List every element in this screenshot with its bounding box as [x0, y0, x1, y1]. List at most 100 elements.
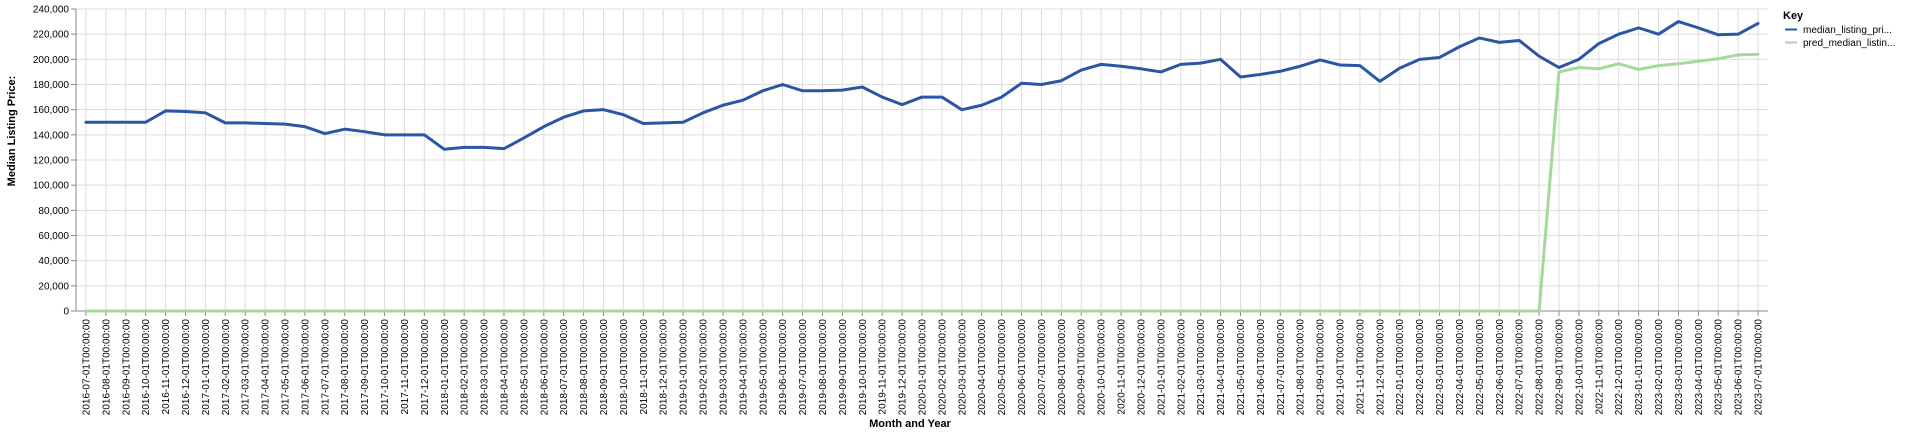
y-tick-label: 160,000 — [33, 105, 70, 116]
y-tick-label: 220,000 — [33, 30, 70, 41]
x-tick-label: 2022-11-01T00:00:00 — [1594, 319, 1605, 415]
x-tick-label: 2019-02-01T00:00:00 — [699, 319, 710, 416]
x-tick-label: 2016-12-01T00:00:00 — [181, 319, 192, 416]
x-tick-label: 2018-07-01T00:00:00 — [559, 319, 570, 416]
x-tick-label: 2019-01-01T00:00:00 — [679, 319, 690, 416]
x-tick-label: 2023-05-01T00:00:00 — [1714, 319, 1725, 416]
x-tick-label: 2020-07-01T00:00:00 — [1037, 319, 1048, 416]
grid-lines — [76, 8, 1768, 312]
x-tick-label: 2021-03-01T00:00:00 — [1196, 319, 1207, 416]
x-tick-label: 2019-07-01T00:00:00 — [798, 319, 809, 416]
x-tick-label: 2020-04-01T00:00:00 — [977, 319, 988, 416]
x-tick-label: 2019-06-01T00:00:00 — [778, 319, 789, 416]
y-tick-label: 100,000 — [33, 181, 70, 192]
x-tick-label: 2018-06-01T00:00:00 — [539, 319, 550, 416]
x-tick-label: 2016-11-01T00:00:00 — [161, 319, 172, 415]
x-tick-label: 2022-12-01T00:00:00 — [1614, 319, 1625, 416]
y-tick-label: 140,000 — [33, 130, 70, 141]
x-tick-label: 2023-04-01T00:00:00 — [1694, 319, 1705, 416]
legend: Key median_listing_pri... pred_median_lis… — [1783, 10, 1895, 49]
x-tick-label: 2021-07-01T00:00:00 — [1276, 319, 1287, 416]
x-tick-label: 2017-02-01T00:00:00 — [221, 319, 232, 416]
x-tick-label: 2019-05-01T00:00:00 — [758, 319, 769, 416]
x-tick-label: 2019-11-01T00:00:00 — [878, 319, 889, 415]
x-tick-label: 2021-02-01T00:00:00 — [1176, 319, 1187, 416]
x-tick-label: 2020-09-01T00:00:00 — [1077, 319, 1088, 416]
x-tick-label: 2023-03-01T00:00:00 — [1674, 319, 1685, 416]
x-tick-label: 2020-02-01T00:00:00 — [937, 319, 948, 416]
y-tick-label: 120,000 — [33, 156, 70, 167]
x-tick-label: 2017-12-01T00:00:00 — [420, 319, 431, 416]
x-tick-label: 2022-02-01T00:00:00 — [1415, 319, 1426, 416]
x-tick-label: 2018-05-01T00:00:00 — [519, 319, 530, 416]
x-tick-label: 2020-08-01T00:00:00 — [1057, 319, 1068, 416]
y-tick-label: 180,000 — [33, 80, 70, 91]
x-tick-label: 2021-10-01T00:00:00 — [1336, 319, 1347, 416]
y-tick-label: 0 — [63, 307, 69, 318]
x-tick-label: 2019-10-01T00:00:00 — [858, 319, 869, 416]
x-tick-label: 2021-05-01T00:00:00 — [1236, 319, 1247, 416]
x-tick-label: 2018-02-01T00:00:00 — [460, 319, 471, 416]
series-line-median-listing-price — [84, 20, 1760, 151]
x-tick-label: 2019-08-01T00:00:00 — [818, 319, 829, 416]
x-tick-label: 2022-06-01T00:00:00 — [1495, 319, 1506, 416]
x-tick-label: 2018-01-01T00:00:00 — [440, 319, 451, 416]
x-tick-label: 2021-01-01T00:00:00 — [1156, 319, 1167, 416]
x-tick-label: 2016-07-01T00:00:00 — [81, 319, 92, 416]
x-tick-label: 2023-06-01T00:00:00 — [1734, 319, 1745, 416]
axes: 0 20,000 40,000 60,000 80,000 100,000 120,000 1… — [33, 5, 1768, 416]
x-tick-label: 2017-11-01T00:00:00 — [400, 319, 411, 415]
x-tick-label: 2017-05-01T00:00:00 — [281, 319, 292, 416]
x-tick-label: 2019-12-01T00:00:00 — [898, 319, 909, 416]
y-tick-label: 20,000 — [38, 281, 69, 292]
x-tick-label: 2021-12-01T00:00:00 — [1375, 319, 1386, 416]
x-tick-label: 2018-03-01T00:00:00 — [480, 319, 491, 416]
x-tick-label: 2022-03-01T00:00:00 — [1435, 319, 1446, 416]
x-tick-label: 2022-05-01T00:00:00 — [1475, 319, 1486, 416]
y-tick-label: 60,000 — [38, 231, 69, 242]
x-tick-label: 2017-09-01T00:00:00 — [360, 319, 371, 416]
x-tick-label: 2017-08-01T00:00:00 — [340, 319, 351, 416]
x-tick-label: 2022-09-01T00:00:00 — [1554, 319, 1565, 416]
x-tick-label: 2018-10-01T00:00:00 — [619, 319, 630, 416]
x-tick-label: 2021-11-01T00:00:00 — [1355, 319, 1366, 415]
y-tick-label: 200,000 — [33, 55, 70, 66]
x-tick-label: 2022-07-01T00:00:00 — [1515, 319, 1526, 416]
x-tick-label: 2017-03-01T00:00:00 — [241, 319, 252, 416]
x-tick-label: 2018-04-01T00:00:00 — [499, 319, 510, 416]
x-tick-label: 2020-10-01T00:00:00 — [1097, 319, 1108, 416]
x-tick-label: 2020-12-01T00:00:00 — [1136, 319, 1147, 416]
x-tick-label: 2018-11-01T00:00:00 — [639, 319, 650, 415]
x-tick-label: 2022-01-01T00:00:00 — [1395, 319, 1406, 416]
x-tick-label: 2016-08-01T00:00:00 — [101, 319, 112, 416]
x-tick-label: 2021-06-01T00:00:00 — [1256, 319, 1267, 416]
y-tick-label: 40,000 — [38, 256, 69, 267]
x-tick-label: 2016-09-01T00:00:00 — [121, 319, 132, 416]
x-tick-label: 2023-01-01T00:00:00 — [1634, 319, 1645, 416]
legend-label: pred_median_listin... — [1803, 38, 1895, 49]
x-tick-label: 2020-03-01T00:00:00 — [957, 319, 968, 416]
series-lines — [84, 20, 1760, 313]
x-tick-label: 2020-01-01T00:00:00 — [918, 319, 929, 416]
x-tick-label: 2019-09-01T00:00:00 — [838, 319, 849, 416]
x-tick-label: 2023-02-01T00:00:00 — [1654, 319, 1665, 416]
x-tick-label: 2020-11-01T00:00:00 — [1117, 319, 1128, 415]
x-tick-label: 2017-01-01T00:00:00 — [201, 319, 212, 416]
x-tick-label: 2022-10-01T00:00:00 — [1574, 319, 1585, 416]
x-tick-label: 2017-07-01T00:00:00 — [320, 319, 331, 416]
x-tick-label: 2023-07-01T00:00:00 — [1754, 319, 1765, 416]
x-tick-label: 2019-03-01T00:00:00 — [718, 319, 729, 416]
legend-label: median_listing_pri... — [1803, 25, 1892, 36]
x-axis-title: Month and Year — [869, 418, 951, 430]
x-tick-label: 2017-10-01T00:00:00 — [380, 319, 391, 416]
legend-title: Key — [1783, 10, 1804, 22]
x-tick-label: 2020-05-01T00:00:00 — [997, 319, 1008, 416]
x-tick-label: 2021-08-01T00:00:00 — [1296, 319, 1307, 416]
x-tick-label: 2017-06-01T00:00:00 — [300, 319, 311, 416]
y-tick-label: 80,000 — [38, 206, 69, 217]
x-tick-label: 2021-09-01T00:00:00 — [1316, 319, 1327, 416]
x-tick-label: 2017-04-01T00:00:00 — [261, 319, 272, 416]
x-tick-label: 2022-08-01T00:00:00 — [1535, 319, 1546, 416]
x-tick-label: 2021-04-01T00:00:00 — [1216, 319, 1227, 416]
